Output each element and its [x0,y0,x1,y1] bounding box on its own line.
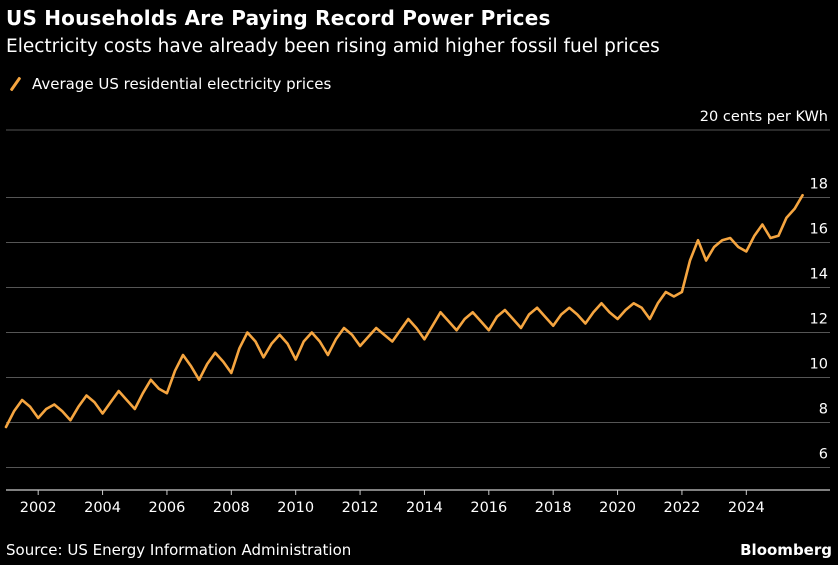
legend-label: Average US residential electricity price… [32,75,332,93]
y-tick-label: 6 [819,447,828,463]
x-tick-label: 2002 [20,500,57,516]
x-tick-label: 2016 [470,500,507,516]
source-note: Source: US Energy Information Administra… [6,541,352,559]
x-tick-label: 2004 [84,500,121,516]
x-tick-label: 2024 [728,500,765,516]
x-tick-label: 2008 [213,500,250,516]
y-tick-label: 8 [819,402,828,418]
x-tick-label: 2014 [406,500,443,516]
legend: Average US residential electricity price… [8,75,331,93]
y-tick-label: 12 [810,312,828,328]
series-line-0 [4,193,804,429]
x-tick-label: 2020 [599,500,636,516]
x-tick-label: 2022 [663,500,700,516]
x-tick-label: 2006 [148,500,185,516]
y-tick-label: 10 [810,357,828,373]
unit-label: 20 cents per KWh [700,109,828,125]
y-tick-label: 18 [810,177,828,193]
x-tick-label: 2018 [535,500,572,516]
chart-title: US Households Are Paying Record Power Pr… [6,6,551,30]
brand-logo: Bloomberg [740,541,832,559]
y-tick-label: 16 [810,222,828,238]
x-tick-label: 2012 [342,500,379,516]
chart-subtitle: Electricity costs have already been risi… [6,36,660,57]
y-tick-label: 14 [810,267,828,283]
x-tick-label: 2010 [277,500,314,516]
